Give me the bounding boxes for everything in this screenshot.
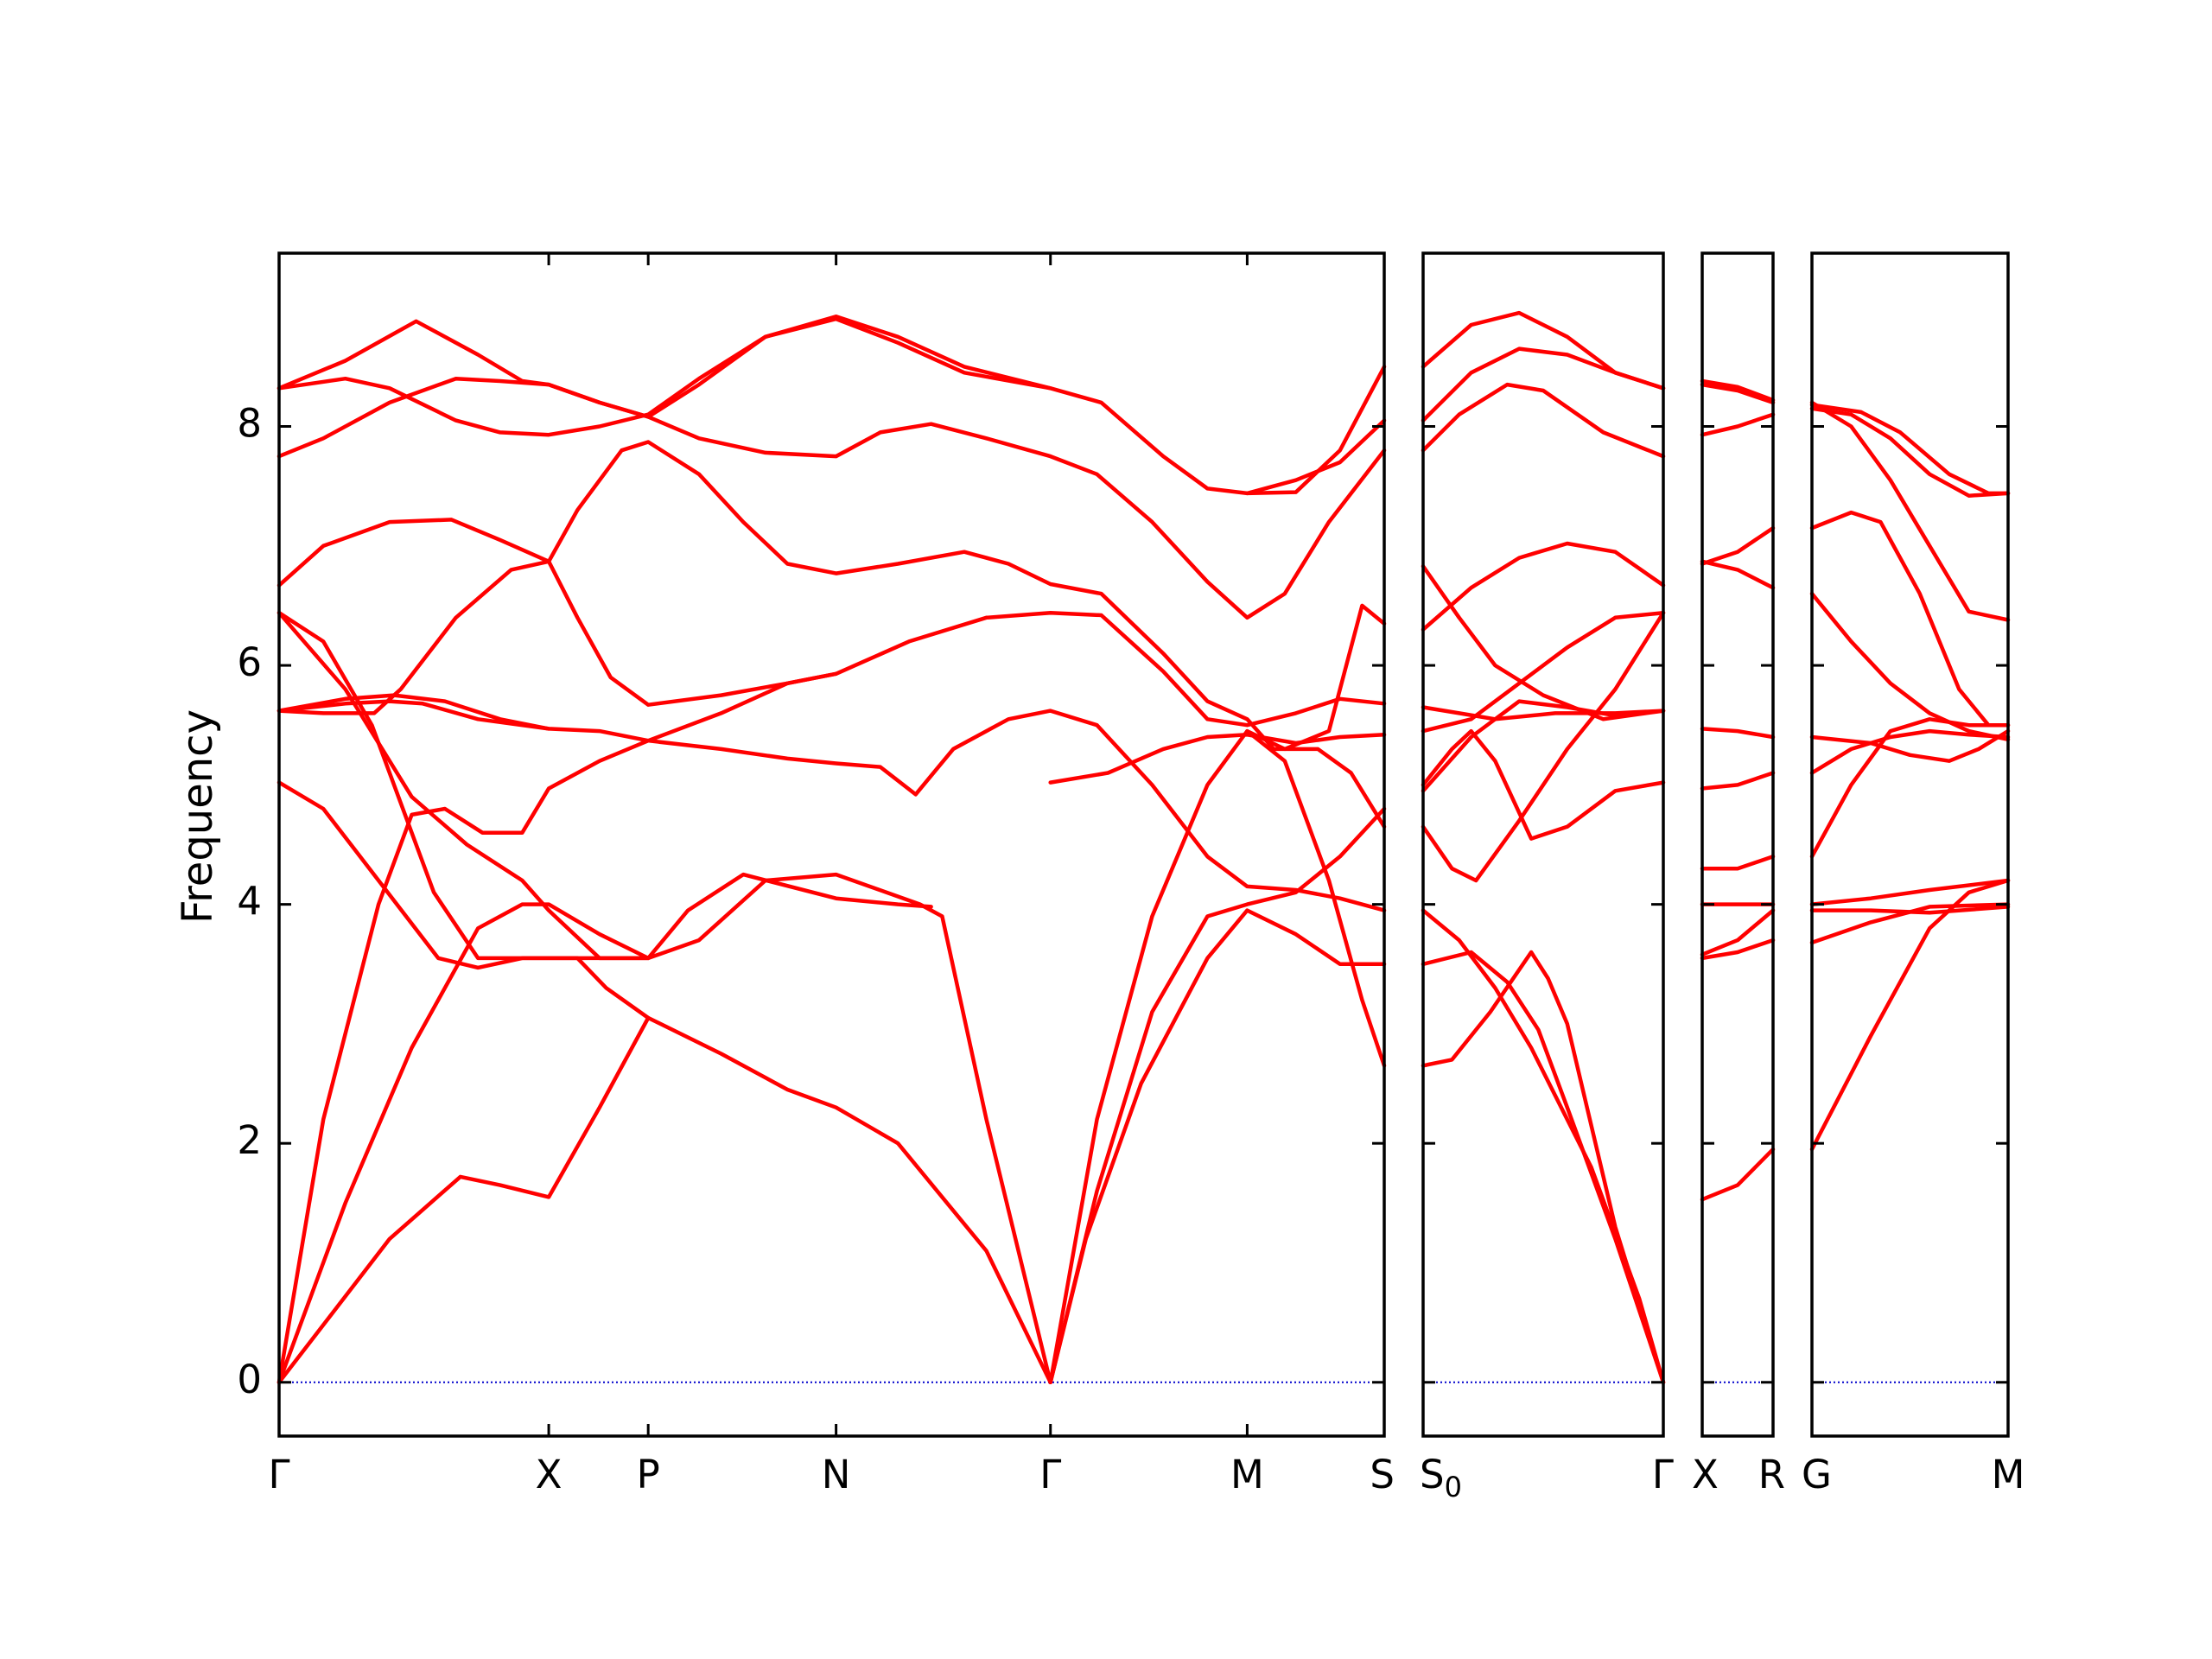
y-tick-label: 6 (237, 639, 262, 685)
band-line (1809, 902, 2011, 945)
band-line (1809, 510, 2011, 728)
band-line (276, 699, 1387, 912)
band-line (1700, 908, 1776, 957)
panel-frame (1810, 251, 2010, 1438)
y-axis-label: Frequency (174, 709, 222, 924)
panel-frame (1421, 251, 1665, 1438)
x-tick-label: S (1370, 1452, 1395, 1497)
band-line (276, 1015, 1052, 1385)
band-line (276, 872, 1052, 1385)
x-tick-label: P (637, 1452, 660, 1497)
y-tick-label: 4 (237, 879, 262, 925)
band-line (1700, 727, 1776, 740)
x-tick-label: M (1992, 1452, 2025, 1497)
band-line (1048, 728, 1387, 1385)
x-tick-label: M (1230, 1452, 1264, 1497)
band-line (1809, 400, 2011, 622)
y-tick-label: 2 (237, 1117, 262, 1163)
band-line (276, 316, 1052, 437)
x-tick-label: N (822, 1452, 851, 1497)
band-line (276, 319, 651, 419)
band-line (1245, 418, 1387, 496)
band-line (1809, 717, 2011, 859)
band-line (1809, 878, 2011, 906)
x-tick-label: G (1802, 1452, 1832, 1497)
band-line (1809, 406, 2011, 498)
x-tick-label: X (536, 1452, 563, 1497)
band-line (1421, 382, 1666, 459)
panel-frame (1700, 251, 1775, 1438)
band-line (276, 780, 651, 1020)
band-line (1048, 733, 1387, 785)
band-line (1421, 610, 1666, 734)
band-line (1809, 403, 2011, 496)
band-line (1048, 806, 1387, 1385)
x-tick-label: Γ (1039, 1452, 1061, 1497)
panel-1: 0 2 4 6 8 Γ X P N Γ M S (237, 251, 1395, 1497)
band-line (1245, 603, 1387, 752)
x-tick-label: R (1758, 1452, 1785, 1497)
band-line (276, 518, 838, 707)
band-line (1700, 382, 1776, 405)
band-line (1421, 346, 1666, 423)
band-line (1421, 908, 1666, 1385)
band-line (1700, 412, 1776, 437)
band-line (1700, 938, 1776, 961)
band-line (276, 610, 1387, 1385)
band-line (1421, 950, 1666, 1385)
band-line (1700, 559, 1776, 590)
x-tick-label: Γ (268, 1452, 289, 1497)
x-tick-label: X (1692, 1452, 1719, 1497)
band-line (1700, 1147, 1776, 1202)
y-tick-label: 0 (237, 1357, 262, 1402)
band-line (1421, 610, 1666, 883)
band-line (1421, 564, 1666, 721)
band-line (1700, 771, 1776, 791)
x-tick-label: S0 (1420, 1452, 1462, 1503)
band-line (645, 315, 1387, 496)
band-line (1421, 699, 1666, 793)
band-line (276, 610, 651, 961)
band-line (1421, 705, 1666, 721)
band-line (276, 693, 551, 731)
band-line (1700, 855, 1776, 871)
band-line (276, 559, 551, 715)
band-line (1421, 541, 1666, 632)
y-tick-label: 8 (237, 401, 262, 447)
panel-2: S0 Γ (1420, 251, 1674, 1503)
x-tick-label-main: S (1420, 1452, 1445, 1497)
band-line (1700, 378, 1776, 403)
band-line (1809, 591, 2011, 742)
band-line (546, 440, 1387, 830)
band-line (1809, 878, 2011, 1152)
band-line (1700, 525, 1776, 566)
band-line (1048, 908, 1387, 1385)
panel-frame (277, 251, 1386, 1438)
band-line (276, 376, 1387, 620)
band-line (1809, 728, 2011, 775)
x-tick-label-subscript: 0 (1445, 1471, 1462, 1503)
band-line (1809, 728, 2011, 763)
band-line (1809, 905, 2011, 915)
x-tick-label: Γ (1652, 1452, 1674, 1497)
band-line (1421, 950, 1666, 1385)
band-line (1421, 728, 1666, 841)
